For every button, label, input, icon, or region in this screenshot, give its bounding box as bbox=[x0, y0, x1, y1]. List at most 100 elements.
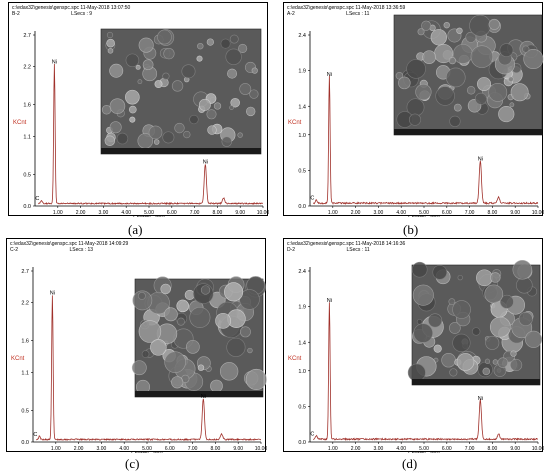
spectrum-plot: 2.7 2.2 1.6 1.1 0.5 0.0 1.00 2.00 3.00 4.00 5.00 6.… bbox=[11, 267, 267, 453]
sem-micrograph bbox=[131, 276, 267, 398]
y-tick-label: 1.0 bbox=[298, 369, 306, 375]
x-tick-label: 6.00 bbox=[442, 210, 452, 216]
x-tick-label: 2.00 bbox=[351, 446, 361, 452]
spectrum-panel-d: c:\edax32\genesis\genspc.spc 11-May-2018… bbox=[283, 238, 544, 453]
x-tick-label: 4.00 bbox=[119, 446, 129, 452]
y-tick-label: 0.0 bbox=[23, 204, 31, 210]
spectrum-plot: 2.4 1.9 1.4 1.0 0.5 0.0 1.00 2.00 3.00 4.00 5.00 6.… bbox=[288, 14, 544, 217]
sample-id: C-2 bbox=[10, 247, 19, 253]
sem-micrograph bbox=[407, 259, 543, 386]
y-tick-label: 1.0 bbox=[298, 133, 306, 139]
y-tick-label: 1.9 bbox=[298, 69, 306, 75]
y-tick-label: 0.5 bbox=[23, 172, 31, 178]
y-tick-label: 1.6 bbox=[23, 103, 31, 109]
peak-label: Ni bbox=[50, 291, 55, 297]
y-axis-label: KCnt bbox=[11, 356, 25, 362]
file-path: c:\edax32\genesis\genspc.spc bbox=[287, 241, 354, 247]
panel-label-d: (d) bbox=[402, 456, 418, 471]
x-axis-label: Energy - keV bbox=[133, 215, 165, 217]
panel-label-a: (a) bbox=[128, 222, 143, 237]
y-axis-label: KCnt bbox=[288, 120, 302, 126]
peak-label: Ni bbox=[52, 60, 57, 66]
sem-micrograph bbox=[393, 14, 544, 136]
peak-label: Ni bbox=[327, 72, 332, 78]
peak-label: C bbox=[310, 195, 314, 201]
y-tick-label: 0.0 bbox=[298, 440, 306, 446]
timestamp: 11-May-2018 13:07:50 bbox=[80, 5, 131, 11]
y-tick-label: 0.0 bbox=[21, 440, 29, 446]
x-tick-label: 9.00 bbox=[233, 446, 243, 452]
peak-label: Ni bbox=[201, 394, 206, 400]
x-tick-label: 8.00 bbox=[213, 210, 223, 216]
x-tick-label: 6.00 bbox=[165, 446, 175, 452]
panel-label-b: (b) bbox=[403, 222, 419, 237]
y-tick-label: 1.1 bbox=[21, 370, 29, 376]
file-path: c:\edax32\genesis\genspc.spc bbox=[12, 5, 79, 11]
lsecs: LSecs : 11 bbox=[346, 247, 370, 253]
file-path: c:\edax32\genesis\genspc.spc bbox=[10, 241, 77, 247]
file-header: c:\edax32\genesis\genspc.spc 11-May-2018… bbox=[10, 241, 128, 247]
x-tick-label: 2.00 bbox=[76, 210, 86, 216]
y-tick-label: 0.5 bbox=[298, 168, 306, 174]
peak-label: C bbox=[33, 432, 37, 438]
y-tick-label: 1.9 bbox=[298, 305, 306, 311]
y-tick-label: 1.4 bbox=[298, 104, 306, 110]
x-tick-label: 10.00 bbox=[257, 210, 269, 216]
x-tick-label: 2.00 bbox=[74, 446, 84, 452]
x-tick-label: 3.00 bbox=[374, 446, 384, 452]
x-tick-label: 8.00 bbox=[211, 446, 221, 452]
x-tick-label: 5.00 bbox=[144, 210, 154, 216]
y-tick-label: 2.4 bbox=[298, 269, 306, 275]
spectrum-plot: 2.7 2.2 1.6 1.1 0.5 0.0 1.00 2.00 3.00 4.00 5.00 6.… bbox=[13, 28, 269, 217]
x-tick-label: 7.00 bbox=[190, 210, 200, 216]
spectrum-line bbox=[313, 302, 538, 442]
x-tick-label: 6.00 bbox=[442, 446, 452, 452]
x-axis-label: Energy - keV bbox=[408, 215, 440, 217]
timestamp: 11-May-2018 13:36:59 bbox=[355, 5, 406, 11]
x-axis-label: Energy - keV bbox=[131, 451, 163, 453]
peak-label: C bbox=[35, 196, 39, 202]
x-tick-label: 2.00 bbox=[351, 210, 361, 216]
spectrum-panel-c: c:\edax32\genesis\genspc.spc 11-May-2018… bbox=[6, 238, 267, 453]
x-tick-label: 7.00 bbox=[188, 446, 198, 452]
timestamp: 11-May-2018 14:16:36 bbox=[355, 241, 406, 247]
x-tick-label: 10.00 bbox=[255, 446, 267, 452]
x-tick-label: 8.00 bbox=[488, 210, 498, 216]
sample-header: B-2 LSecs : 9 bbox=[12, 11, 92, 17]
y-tick-label: 0.0 bbox=[298, 204, 306, 210]
sample-header: A-2 LSecs : 11 bbox=[287, 11, 369, 17]
x-tick-label: 3.00 bbox=[374, 210, 384, 216]
file-header: c:\edax32\genesis\genspc.spc 11-May-2018… bbox=[287, 5, 405, 11]
x-tick-label: 7.00 bbox=[465, 210, 475, 216]
spectrum-panel-a: c:\edax32\genesis\genspc.spc 11-May-2018… bbox=[8, 2, 269, 217]
sample-id: A-2 bbox=[287, 11, 295, 17]
x-tick-label: 1.00 bbox=[328, 446, 338, 452]
peak-label: C bbox=[310, 431, 314, 437]
file-header: c:\edax32\genesis\genspc.spc 11-May-2018… bbox=[12, 5, 130, 11]
x-tick-label: 10.00 bbox=[532, 210, 544, 216]
x-tick-label: 9.00 bbox=[235, 210, 245, 216]
y-tick-label: 2.7 bbox=[21, 269, 29, 275]
sem-micrograph bbox=[100, 28, 262, 155]
peak-label: Ni bbox=[203, 160, 208, 166]
x-tick-label: 1.00 bbox=[328, 210, 338, 216]
lsecs: LSecs : 13 bbox=[69, 247, 94, 253]
sample-id: B-2 bbox=[12, 11, 20, 17]
lsecs: LSecs : 11 bbox=[346, 11, 370, 17]
x-tick-label: 4.00 bbox=[121, 210, 131, 216]
x-tick-label: 5.00 bbox=[142, 446, 152, 452]
spectrum-line bbox=[38, 63, 264, 206]
peak-label: Ni bbox=[327, 298, 332, 304]
x-tick-label: 7.00 bbox=[465, 446, 475, 452]
y-tick-label: 2.4 bbox=[298, 33, 306, 39]
x-tick-label: 4.00 bbox=[396, 210, 406, 216]
y-tick-label: 0.5 bbox=[298, 404, 306, 410]
file-header: c:\edax32\genesis\genspc.spc 11-May-2018… bbox=[287, 241, 405, 247]
peak-label: Ni bbox=[478, 396, 483, 402]
x-axis-label: Energy - keV bbox=[408, 451, 440, 453]
y-axis-label: KCnt bbox=[13, 120, 27, 126]
y-axis-label: KCnt bbox=[288, 356, 302, 362]
y-tick-label: 1.1 bbox=[23, 134, 31, 140]
x-tick-label: 5.00 bbox=[419, 210, 429, 216]
spectrum-plot: 2.4 1.9 1.4 1.0 0.5 0.0 1.00 2.00 3.00 4.00 5.00 6.… bbox=[288, 259, 544, 453]
